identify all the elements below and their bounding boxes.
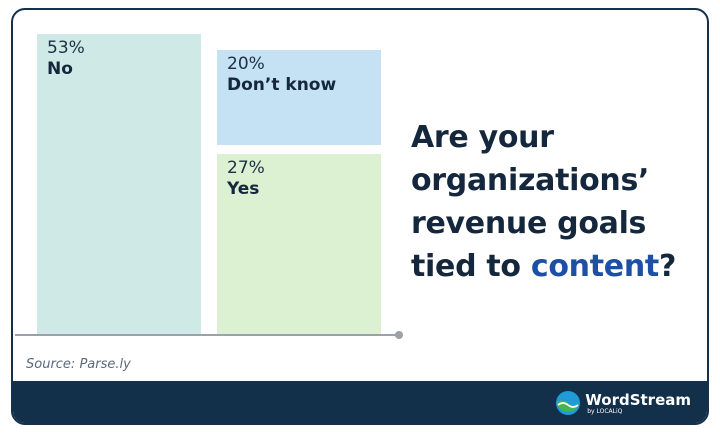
baseline-end-dot bbox=[395, 331, 403, 339]
segment-dont-know-value: 20% bbox=[227, 54, 265, 74]
segment-dont-know-label: Don’t know bbox=[227, 75, 337, 95]
brand-byline: by LOCALiQ bbox=[587, 407, 623, 415]
wordstream-logo-icon bbox=[556, 391, 581, 415]
segment-no: 53% No bbox=[37, 34, 201, 334]
source-note: Source: Parse.ly bbox=[26, 357, 131, 372]
segment-yes: 27% Yes bbox=[217, 154, 381, 334]
segment-no-value: 53% bbox=[47, 38, 85, 58]
title-highlight: content bbox=[530, 249, 659, 284]
chart-title: Are your organizations’ revenue goals ti… bbox=[411, 116, 701, 288]
segment-dont-know: 20% Don’t know bbox=[217, 50, 381, 145]
segment-yes-value: 27% bbox=[227, 158, 265, 178]
title-part-1: Are your organizations’ revenue goals ti… bbox=[411, 120, 650, 284]
chart-card: 53% No 20% Don’t know 27% Yes Are your o… bbox=[11, 8, 709, 425]
brand-logo: WordStream by LOCALiQ bbox=[555, 390, 691, 416]
segment-yes-label: Yes bbox=[227, 179, 260, 199]
baseline bbox=[15, 334, 399, 336]
segment-no-label: No bbox=[47, 59, 73, 79]
footer-bar: WordStream by LOCALiQ bbox=[13, 381, 707, 423]
title-part-3: ? bbox=[658, 249, 677, 284]
brand-name: WordStream bbox=[585, 390, 691, 409]
